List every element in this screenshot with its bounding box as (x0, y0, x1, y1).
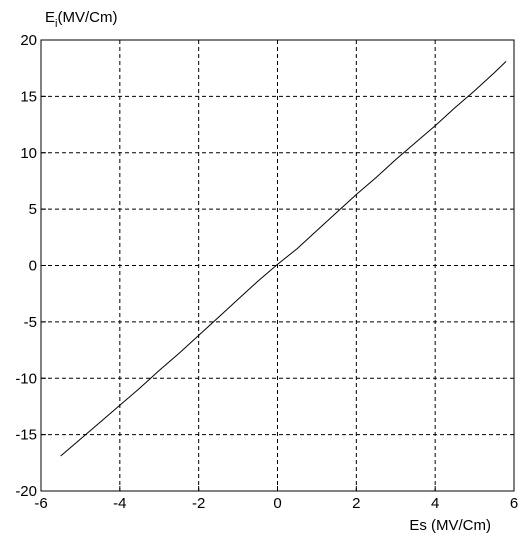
y-tick-label: -15 (15, 427, 37, 444)
x-tick-label: -4 (113, 495, 126, 512)
x-tick-label: 2 (352, 495, 360, 512)
y-axis-title-units: (MV/Cm) (57, 9, 117, 26)
x-tick-label: 4 (431, 495, 439, 512)
x-tick-label: -6 (34, 495, 47, 512)
x-axis-title: Es (MV/Cm) (409, 517, 491, 534)
y-axis-title-subscript: i (55, 18, 57, 30)
series-line (60, 61, 507, 457)
y-tick-label: 0 (29, 258, 37, 275)
plot-frame (40, 39, 515, 492)
y-tick-label: 5 (29, 201, 37, 218)
grid (40, 39, 515, 492)
x-tick-label: 6 (510, 495, 518, 512)
y-axis-title: Ei(MV/Cm) (45, 9, 117, 30)
y-tick-label: -5 (24, 314, 37, 331)
y-tick-label: -20 (15, 483, 37, 500)
x-tick-label: 0 (273, 495, 281, 512)
y-axis-title-main: E (45, 9, 55, 26)
y-tick-label: 10 (20, 145, 37, 162)
y-tick-label: -10 (15, 370, 37, 387)
y-tick-label: 20 (20, 32, 37, 49)
y-tick-label: 15 (20, 88, 37, 105)
series-layer (60, 61, 507, 457)
x-tick-label: -2 (192, 495, 205, 512)
